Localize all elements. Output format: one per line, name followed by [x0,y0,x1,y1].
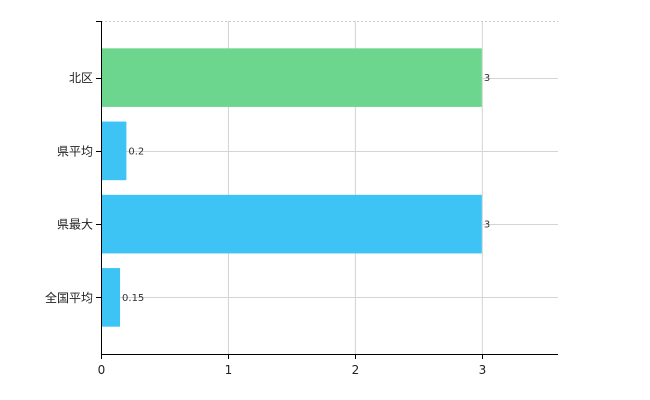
x-tick-label: 0 [98,363,106,377]
axes [96,21,558,359]
data-label: 3 [484,220,490,231]
category-label: 全国平均 [45,290,93,305]
bar [101,268,121,327]
data-label: 3 [484,73,490,84]
x-tick-label: 3 [479,363,487,377]
x-tick-label: 1 [225,363,233,377]
labels: 3 北区 0.2 県平均 3 県最大 0.15 全国平均 0 1 2 3 [45,71,490,377]
category-label: 県最大 [57,218,93,232]
data-label: 0.15 [122,293,144,304]
x-tick-label: 2 [352,363,360,377]
bars [101,48,482,327]
bar [101,194,482,254]
bar [101,121,127,181]
data-label: 0.2 [128,146,144,157]
category-label: 北区 [69,71,93,85]
category-label: 県平均 [57,144,93,158]
bar [101,48,482,107]
